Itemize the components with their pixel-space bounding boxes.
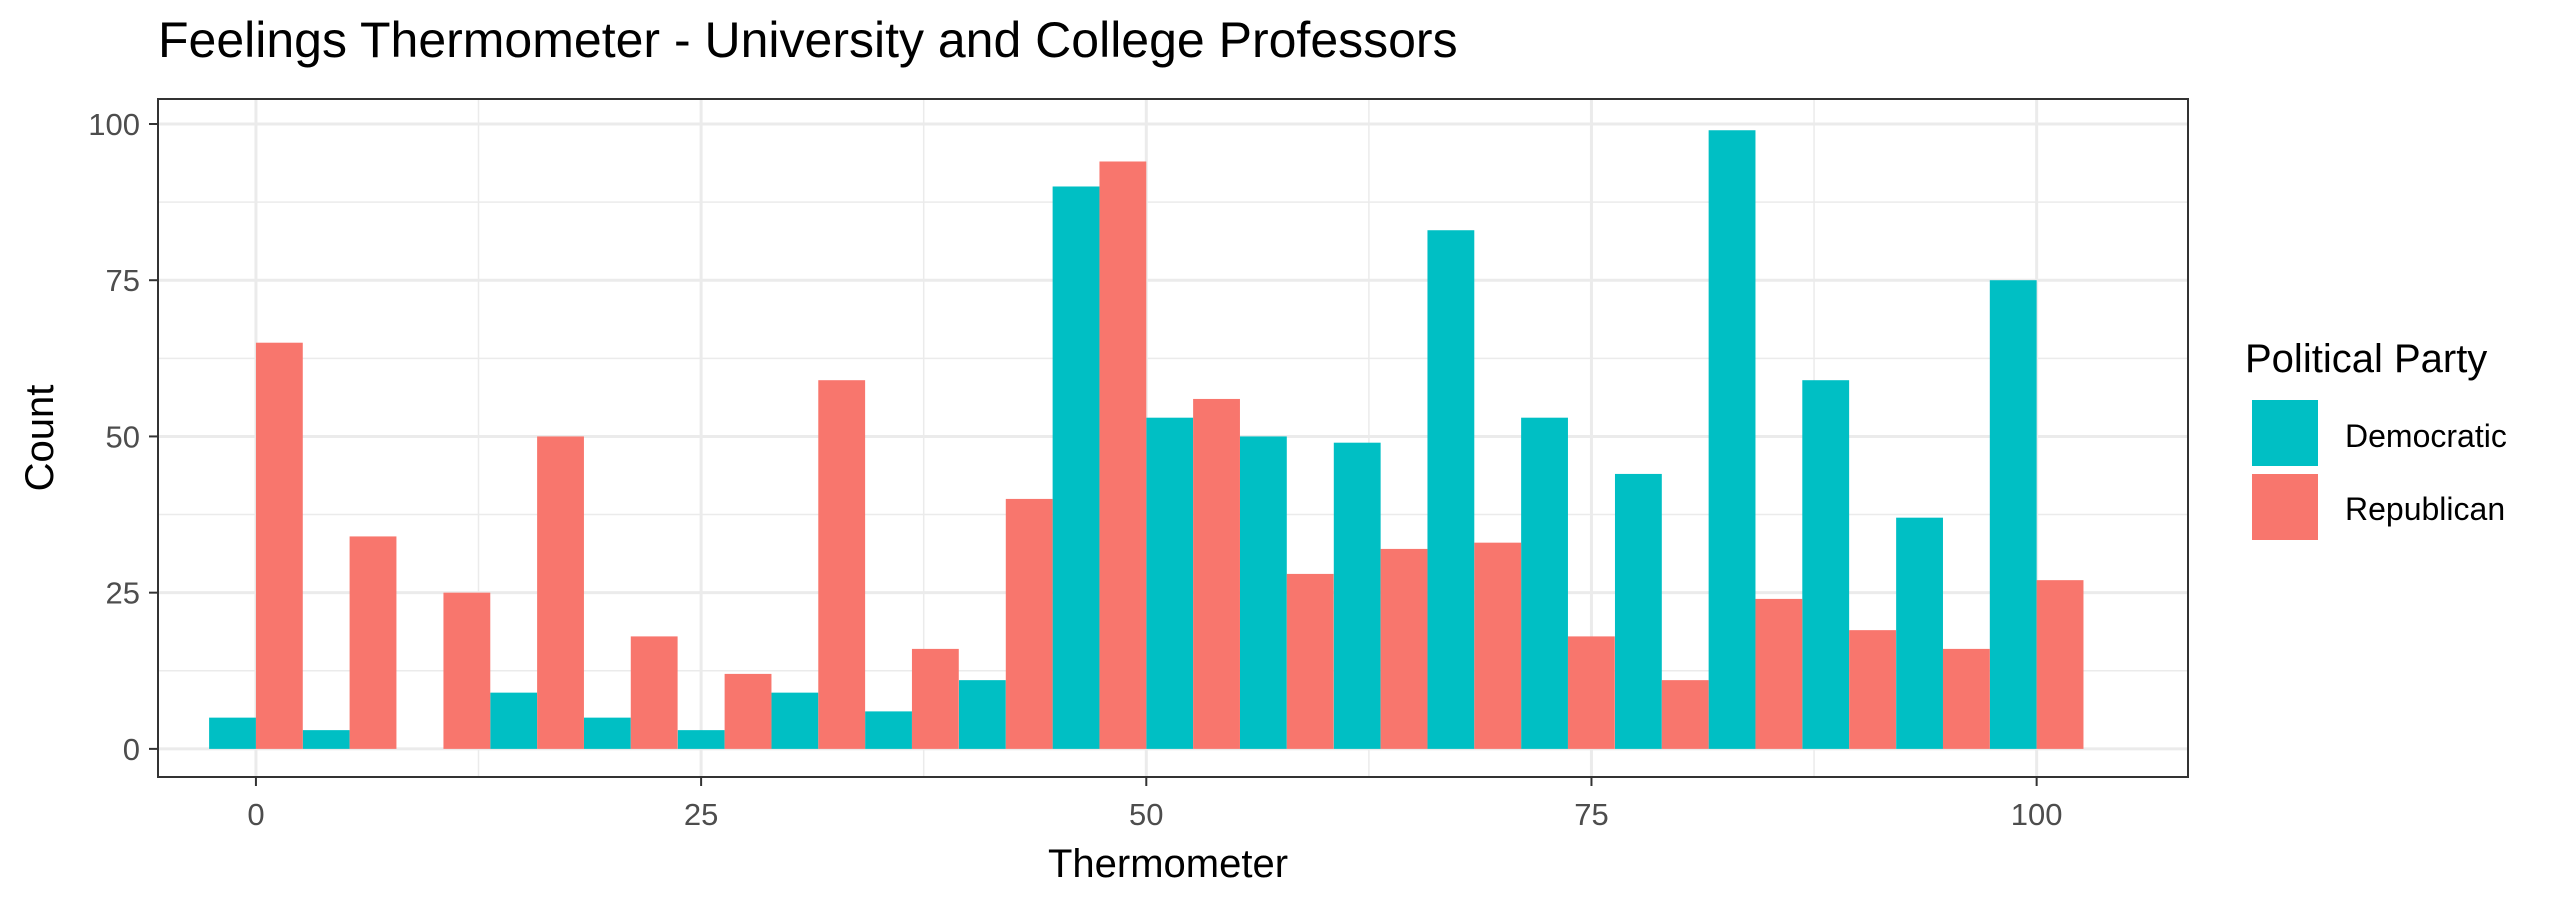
plot-border	[157, 98, 2189, 778]
x-tick-label: 25	[684, 797, 718, 832]
legend-key-democratic	[2252, 400, 2318, 466]
y-axis-label: Count	[18, 385, 62, 492]
x-tick-label: 100	[2011, 797, 2063, 832]
bar-republican	[630, 636, 678, 749]
bar-republican	[1755, 598, 1803, 749]
bar-democratic	[958, 680, 1006, 749]
bar-republican	[911, 648, 959, 749]
x-tick-label: 50	[1129, 797, 1163, 832]
y-tick-label: 100	[88, 107, 140, 142]
y-tick-label: 50	[106, 419, 140, 454]
y-axis: 0 25 50 75 100	[88, 107, 158, 767]
y-tick-label: 75	[106, 263, 140, 298]
bar-democratic	[302, 730, 350, 749]
legend: Political Party Democratic Republican	[2245, 337, 2507, 540]
legend-key-republican	[2252, 474, 2318, 540]
x-axis: 0 25 50 75 100	[247, 777, 2063, 832]
bar-democratic	[490, 692, 538, 749]
bar-democratic	[1708, 130, 1756, 749]
bar-democratic	[1427, 230, 1475, 749]
bar-democratic	[583, 717, 631, 749]
bar-republican	[1005, 498, 1053, 749]
bar-republican	[818, 380, 866, 749]
bar-republican	[1380, 548, 1428, 749]
bar-republican	[1474, 542, 1522, 749]
bar-republican	[537, 436, 584, 749]
bar-democratic	[1989, 280, 2037, 749]
bar-republican	[724, 673, 772, 749]
bar-republican	[349, 536, 397, 749]
bar-republican	[443, 592, 491, 749]
bar-republican	[1099, 161, 1147, 749]
bar-republican	[1849, 630, 1896, 749]
x-axis-label: Thermometer	[1048, 842, 1288, 886]
bar-democratic	[1521, 417, 1568, 749]
bar-democratic	[1333, 442, 1381, 749]
bar-democratic	[677, 730, 725, 749]
y-tick-label: 25	[106, 576, 140, 611]
bar-democratic	[771, 692, 819, 749]
bar-republican	[1286, 573, 1334, 749]
bar-democratic	[1896, 517, 1943, 749]
legend-label-republican: Republican	[2345, 491, 2505, 527]
legend-title: Political Party	[2245, 337, 2487, 381]
bar-republican	[255, 342, 303, 749]
x-tick-label: 75	[1574, 797, 1608, 832]
legend-label-democratic: Democratic	[2345, 418, 2507, 454]
bar-democratic	[1614, 473, 1662, 749]
bar-democratic	[1239, 436, 1287, 749]
bars	[209, 130, 2084, 749]
x-tick-label: 0	[247, 797, 264, 832]
bar-republican	[2036, 580, 2084, 749]
bar-republican	[1661, 680, 1709, 749]
bar-democratic	[209, 717, 256, 749]
bar-democratic	[1146, 417, 1194, 749]
bar-republican	[1567, 636, 1615, 749]
chart-title: Feelings Thermometer - University and Co…	[158, 12, 1458, 68]
bar-democratic	[865, 711, 912, 749]
bar-democratic	[1052, 186, 1100, 749]
y-tick-label: 0	[123, 732, 140, 767]
bar-republican	[1942, 648, 1990, 749]
bar-democratic	[1802, 380, 1850, 749]
bar-republican	[1193, 398, 1240, 749]
